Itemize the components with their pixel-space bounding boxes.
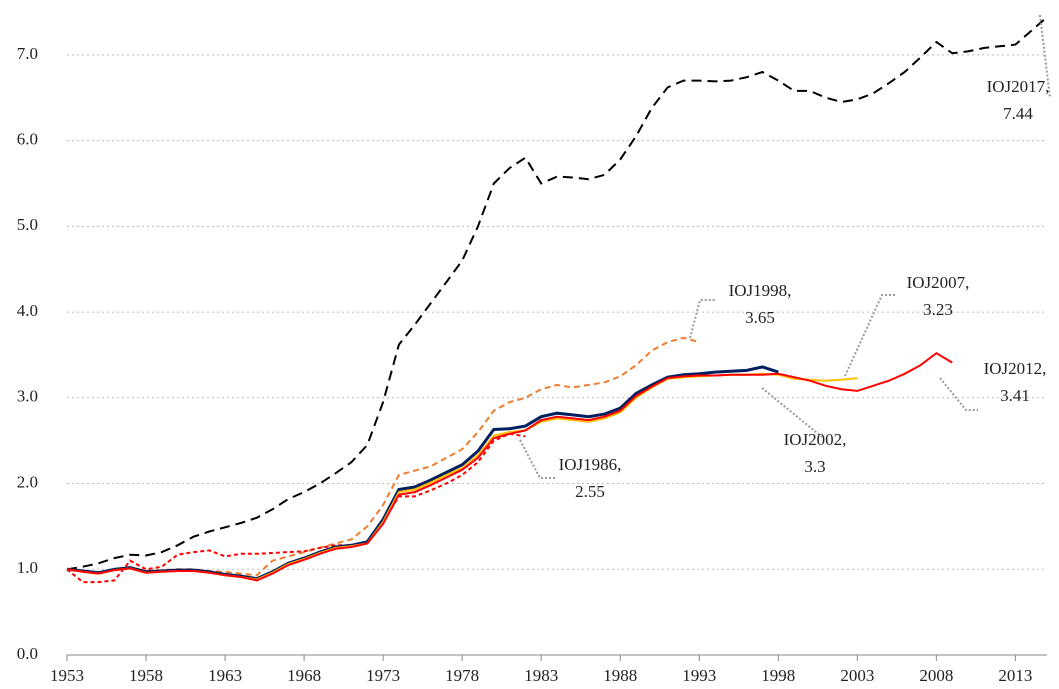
x-tick-label: 1953 xyxy=(50,666,84,685)
series-line xyxy=(66,351,953,582)
annotation-label: IOJ1986, xyxy=(559,455,622,474)
annotation-label: IOJ2017, xyxy=(987,77,1050,96)
series-line xyxy=(66,365,779,581)
x-tick-label: 2003 xyxy=(840,666,874,685)
x-tick-label: 1978 xyxy=(445,666,479,685)
annotation-value: 2.55 xyxy=(575,482,605,501)
annotation-value: 3.3 xyxy=(804,457,825,476)
x-tick-label: 1983 xyxy=(524,666,558,685)
y-tick-label: 5.0 xyxy=(17,215,38,234)
leader-line xyxy=(1039,14,1051,99)
series-line xyxy=(66,372,858,581)
annotation-label: IOJ2002, xyxy=(784,430,847,449)
series-line xyxy=(66,336,700,577)
leader-line xyxy=(761,387,823,438)
x-tick-label: 1993 xyxy=(682,666,716,685)
series-line xyxy=(66,432,526,584)
annotation-value: 3.65 xyxy=(745,308,775,327)
x-tick-label: 1968 xyxy=(287,666,321,685)
y-tick-label: 3.0 xyxy=(17,387,38,406)
leader-line xyxy=(939,377,978,411)
annotation-value: 7.44 xyxy=(1003,104,1033,123)
x-tick-label: 2008 xyxy=(919,666,953,685)
annotation-value: 3.23 xyxy=(923,300,953,319)
leader-line xyxy=(519,439,556,479)
series-line xyxy=(66,16,1048,571)
y-tick-label: 2.0 xyxy=(17,472,38,491)
x-tick-label: 1958 xyxy=(129,666,163,685)
y-tick-label: 7.0 xyxy=(17,44,38,63)
leader-line xyxy=(689,299,716,339)
y-tick-label: 1.0 xyxy=(17,558,38,577)
annotation-label: IOJ2007, xyxy=(907,273,970,292)
y-tick-label: 0.0 xyxy=(17,644,38,663)
annotation-label: IOJ1998, xyxy=(729,281,792,300)
x-tick-label: 1973 xyxy=(366,666,400,685)
annotation-value: 3.41 xyxy=(1000,386,1030,405)
y-tick-label: 6.0 xyxy=(17,130,38,149)
x-tick-label: 1963 xyxy=(208,666,242,685)
x-tick-label: 2013 xyxy=(998,666,1032,685)
leader-line xyxy=(844,294,896,377)
annotation-label: IOJ2012, xyxy=(984,359,1047,378)
y-tick-label: 4.0 xyxy=(17,301,38,320)
x-tick-label: 1998 xyxy=(761,666,795,685)
x-tick-label: 1988 xyxy=(603,666,637,685)
